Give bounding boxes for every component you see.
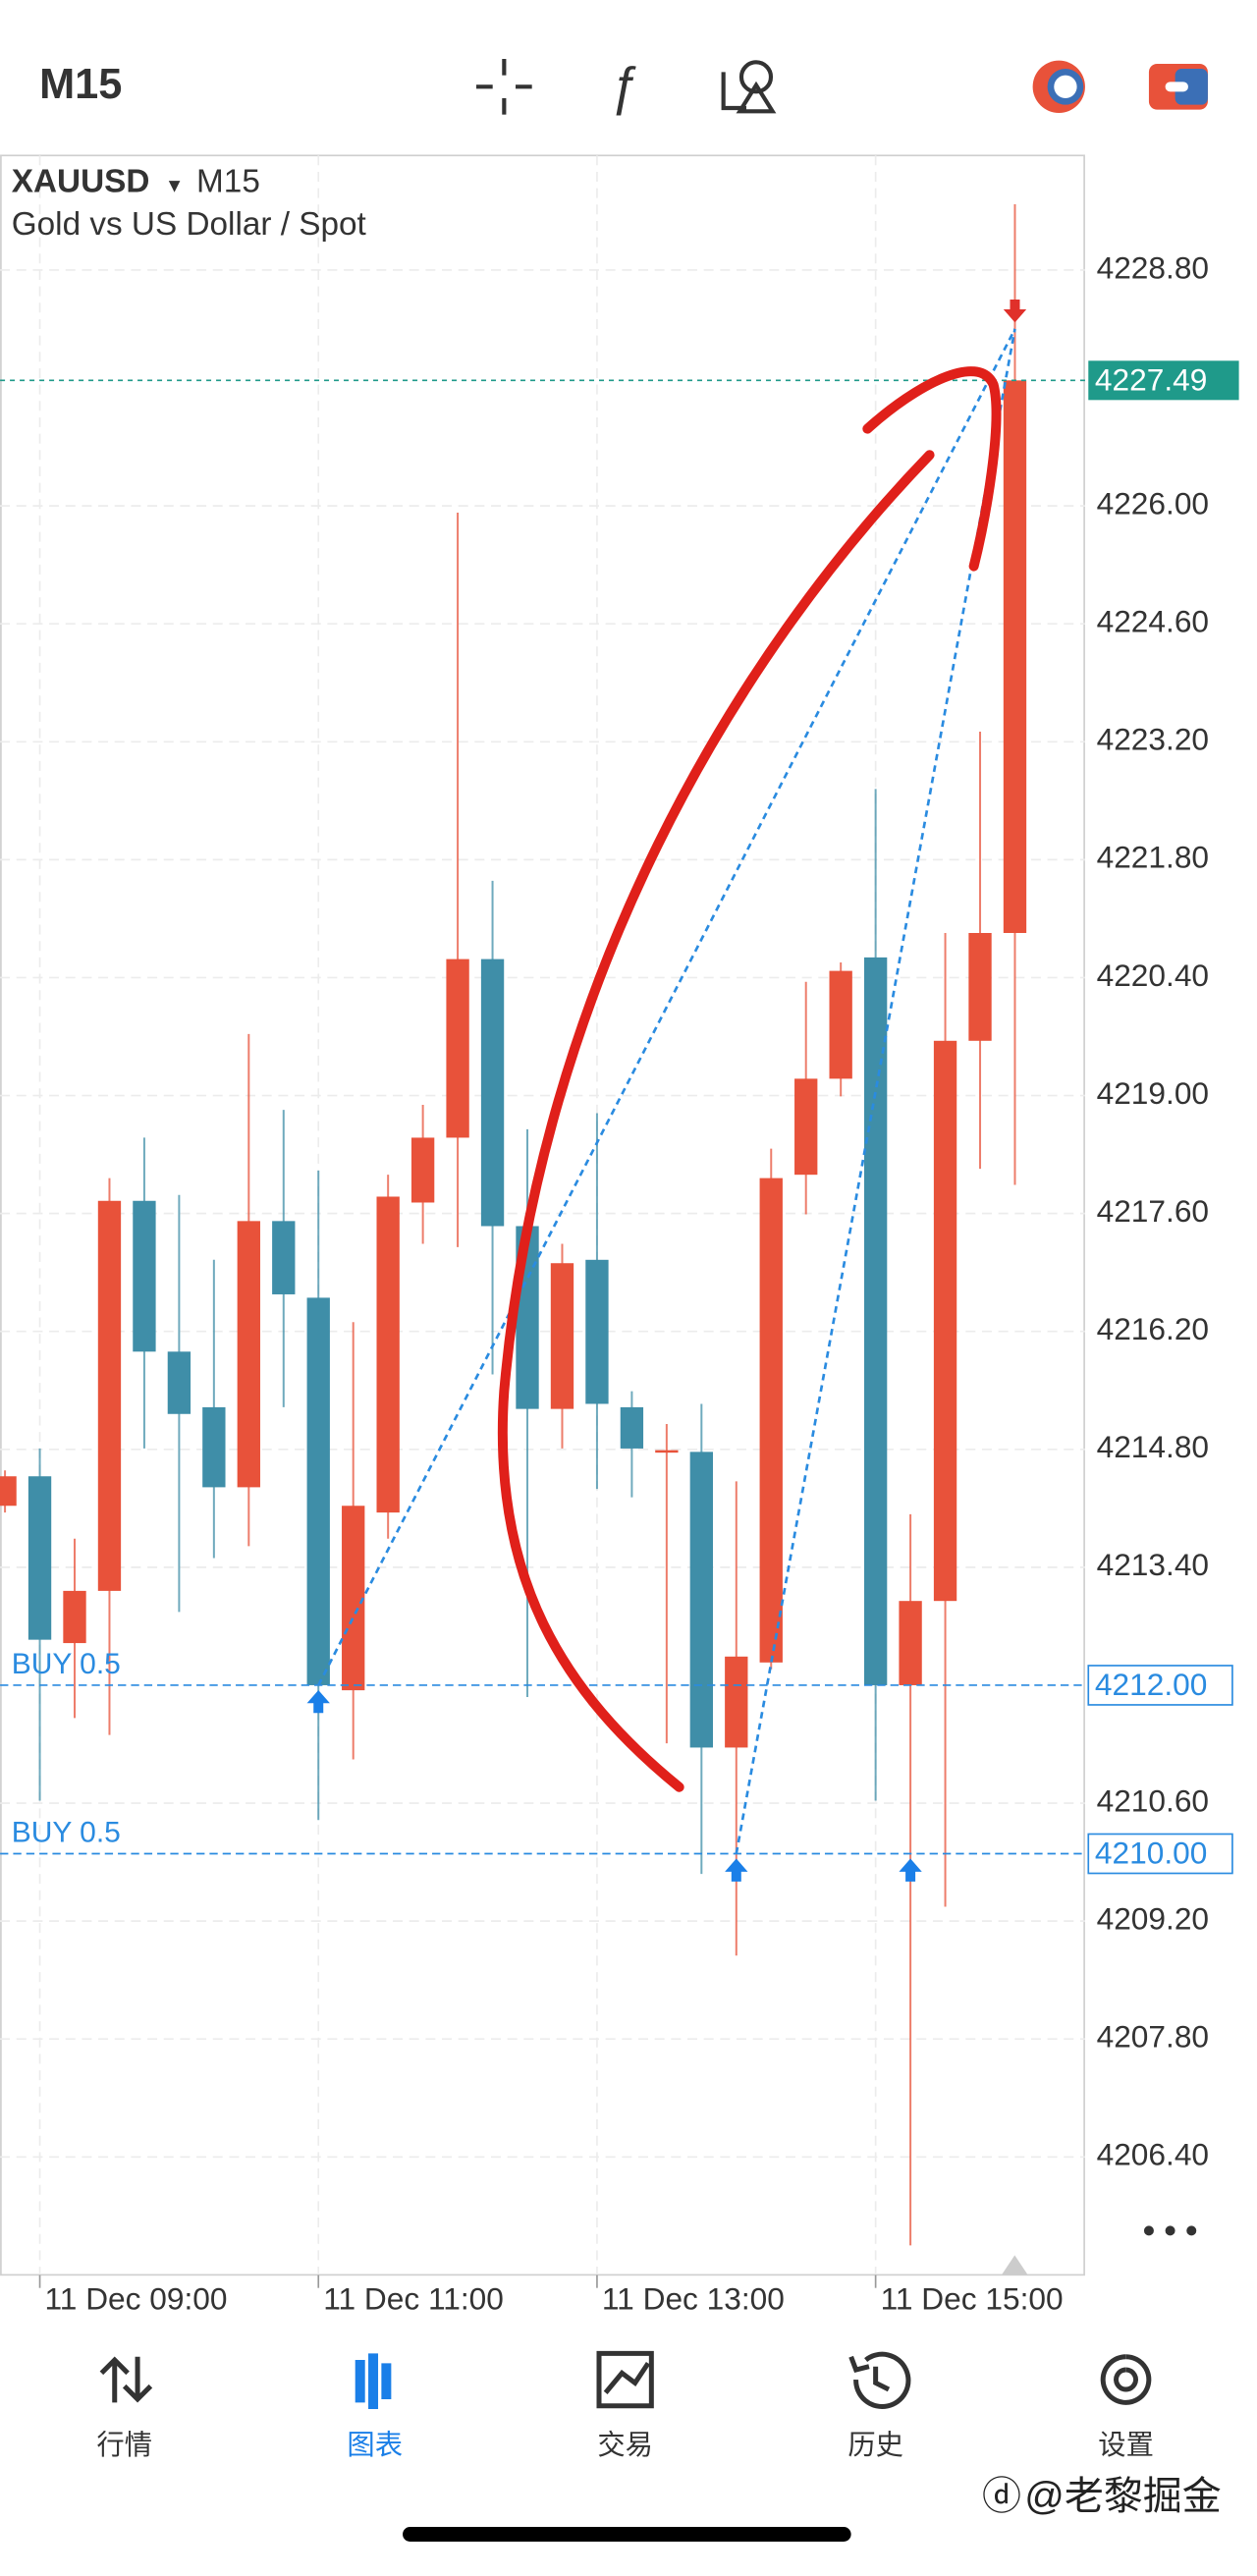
- y-tick-label: 4206.40: [1097, 2137, 1209, 2172]
- order-name: BUY 0.5: [12, 1816, 121, 1848]
- order-name: BUY 0.5: [12, 1648, 121, 1680]
- symbol-dropdown[interactable]: ▾: [169, 172, 181, 197]
- candle-body: [689, 1452, 713, 1748]
- nav-icon[interactable]: [848, 2351, 911, 2410]
- y-tick-label: 4228.80: [1097, 249, 1209, 285]
- candle-body: [655, 1450, 679, 1453]
- timeframe-button[interactable]: M15: [39, 61, 122, 108]
- nav-icon[interactable]: [99, 2356, 153, 2403]
- candle-body: [133, 1200, 156, 1352]
- x-tick-label: 11 Dec 09:00: [45, 2280, 228, 2316]
- trade-icon[interactable]: [1148, 63, 1208, 110]
- candle-body: [342, 1506, 365, 1691]
- symbol: XAUUSD: [12, 163, 150, 199]
- candle-body: [376, 1196, 400, 1513]
- y-tick-label: 4209.20: [1097, 1900, 1209, 1936]
- candle-body: [202, 1406, 226, 1488]
- x-tick-label: 11 Dec 13:00: [602, 2280, 785, 2316]
- order-price-box: [1087, 1665, 1233, 1706]
- y-tick-label: 4223.20: [1097, 722, 1209, 757]
- candle-body: [550, 1263, 574, 1409]
- candle-body: [968, 933, 992, 1041]
- candle-body: [97, 1200, 122, 1591]
- candle-body: [759, 1178, 783, 1663]
- nav-label[interactable]: 历史: [847, 2430, 903, 2461]
- candle-body: [306, 1297, 330, 1685]
- bottom-nav: 行情 图表 交易 历史 设置: [96, 2350, 1154, 2461]
- y-tick-label: 4217.60: [1097, 1193, 1209, 1229]
- buy-arrow: [306, 1689, 330, 1714]
- candle-body: [794, 1078, 818, 1176]
- candle-body: [272, 1221, 296, 1294]
- annotation-stroke: [497, 450, 935, 1792]
- trade-link: [317, 328, 1016, 1686]
- crosshair-icon[interactable]: [476, 58, 532, 115]
- candle-body: [863, 957, 888, 1685]
- objects-icon[interactable]: [721, 60, 777, 114]
- x-tick-label: 11 Dec 15:00: [881, 2280, 1064, 2316]
- candle-body: [446, 959, 469, 1138]
- candle-body: [63, 1590, 86, 1644]
- symbol-description: Gold vs US Dollar / Spot: [12, 206, 367, 243]
- account-icon[interactable]: [1032, 60, 1085, 113]
- candle-body: [620, 1406, 644, 1449]
- candle-body: [167, 1351, 191, 1414]
- candle-body: [725, 1656, 748, 1748]
- nav-label[interactable]: 交易: [597, 2430, 653, 2461]
- watermark: @老黎掘金: [1024, 2475, 1222, 2518]
- order-price-label: 4210.00: [1095, 1836, 1207, 1871]
- order-price-box: [1087, 1833, 1233, 1875]
- nav-label[interactable]: 行情: [96, 2430, 152, 2461]
- watermark-logo: ⓓ: [982, 2475, 1021, 2518]
- nav-icon[interactable]: [596, 2350, 654, 2409]
- candle-body: [0, 1476, 17, 1507]
- trade-link: [735, 328, 1016, 1854]
- y-tick-label: 4219.00: [1097, 1075, 1209, 1111]
- y-tick-label: 4216.20: [1097, 1311, 1209, 1346]
- y-tick-label: 4226.00: [1097, 485, 1209, 521]
- candle-body: [1003, 380, 1027, 934]
- candle-body: [410, 1137, 435, 1203]
- chart: 4206.40 4207.80 4209.20 4210.60 4213.40 4214.…: [0, 155, 1239, 2316]
- y-tick-label: 4221.80: [1097, 840, 1209, 875]
- x-tick-label: 11 Dec 11:00: [323, 2280, 504, 2316]
- y-tick-label: 4213.40: [1097, 1547, 1209, 1582]
- home-indicator: [403, 2527, 851, 2543]
- candle-body: [480, 959, 505, 1227]
- nav-icon[interactable]: [355, 2353, 392, 2410]
- buy-arrow: [899, 1858, 922, 1882]
- nav-label[interactable]: 图表: [347, 2430, 403, 2461]
- candle-body: [585, 1259, 609, 1404]
- candle-body: [27, 1476, 52, 1640]
- y-tick-label: 4220.40: [1097, 958, 1209, 993]
- indicator-icon[interactable]: ƒ: [609, 58, 638, 117]
- order-price-label: 4212.00: [1095, 1667, 1207, 1702]
- chart-menu[interactable]: [1143, 2225, 1197, 2236]
- nav-icon[interactable]: [1100, 2354, 1152, 2405]
- buy-arrow: [725, 1858, 748, 1882]
- y-tick-label: 4224.60: [1097, 604, 1209, 639]
- scroll-marker: [1001, 2255, 1028, 2275]
- candle-body: [829, 970, 852, 1079]
- annotation-stroke: [862, 366, 1002, 572]
- candle-body: [237, 1221, 260, 1488]
- sell-arrow: [1003, 300, 1027, 323]
- candle-body: [933, 1040, 957, 1602]
- symbol-timeframe: M15: [196, 163, 260, 199]
- y-tick-label: 4207.80: [1097, 2019, 1209, 2055]
- chart-frame: [0, 154, 1085, 2276]
- price-label: 4227.49: [1095, 361, 1207, 397]
- y-tick-label: 4214.80: [1097, 1429, 1209, 1464]
- candle-body: [899, 1601, 922, 1685]
- nav-label[interactable]: 设置: [1098, 2430, 1154, 2461]
- price-box: [1088, 360, 1239, 401]
- y-tick-label: 4210.60: [1097, 1782, 1209, 1818]
